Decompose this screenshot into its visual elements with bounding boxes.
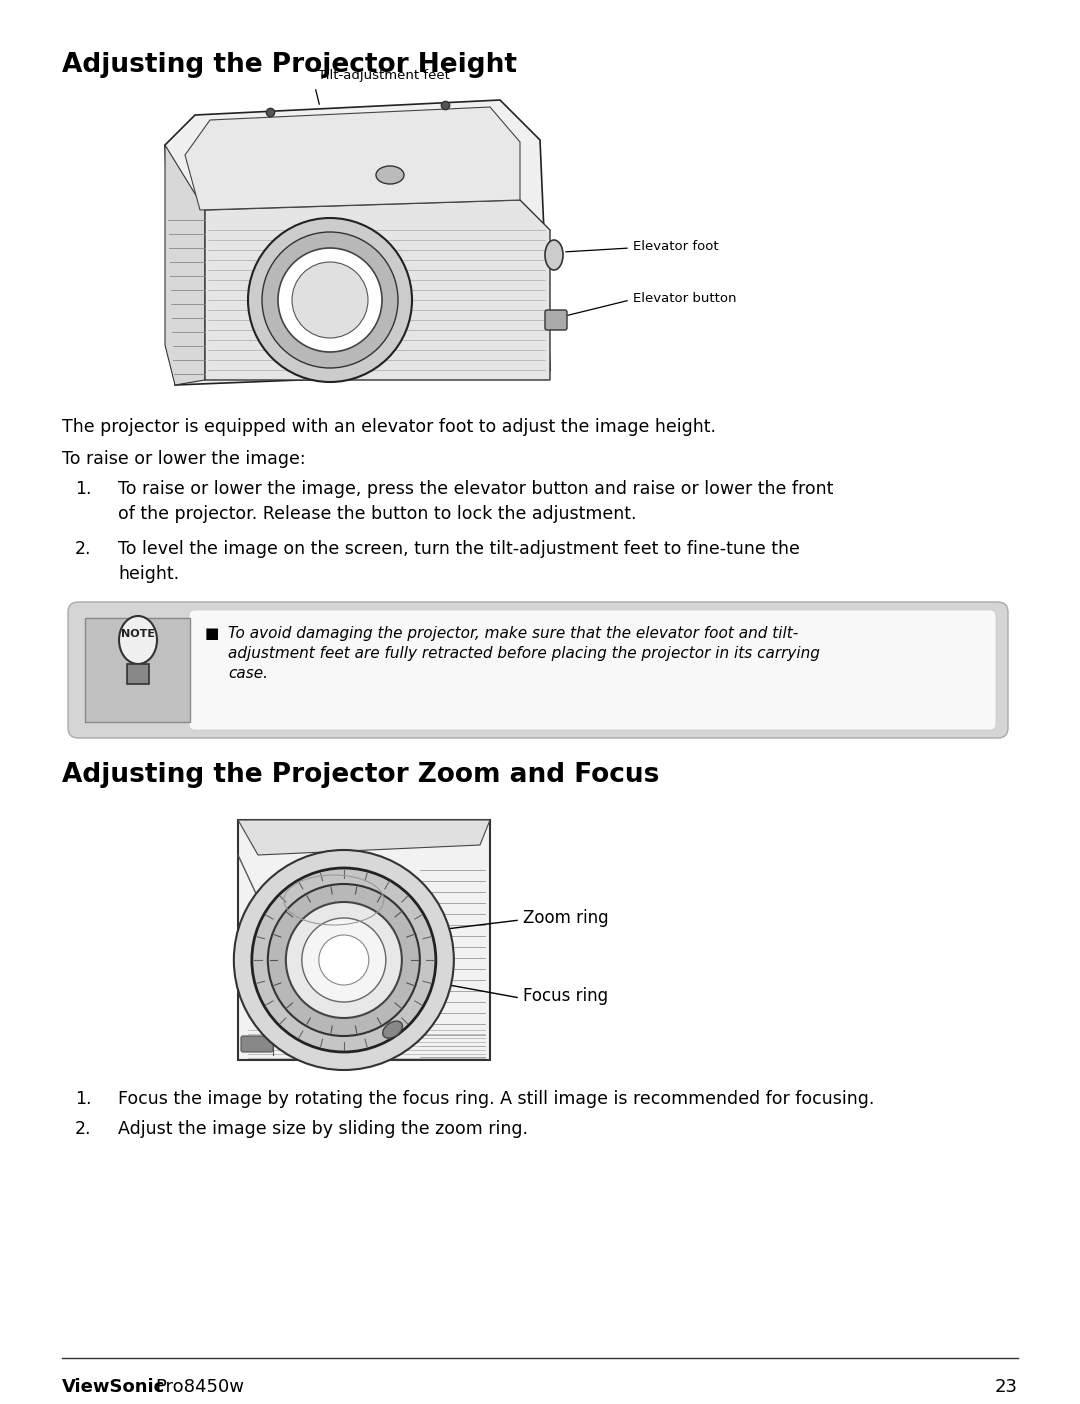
Text: Adjusting the Projector Height: Adjusting the Projector Height	[62, 52, 517, 79]
Text: 1.: 1.	[75, 1090, 92, 1108]
Polygon shape	[165, 100, 550, 385]
Text: 1.: 1.	[75, 480, 92, 498]
Circle shape	[268, 885, 420, 1036]
Text: Focus ring: Focus ring	[523, 987, 608, 1005]
FancyBboxPatch shape	[238, 820, 490, 1060]
FancyBboxPatch shape	[127, 664, 149, 684]
Circle shape	[234, 849, 454, 1070]
Text: NOTE: NOTE	[121, 629, 156, 639]
Text: ■: ■	[205, 626, 219, 642]
Circle shape	[248, 218, 411, 382]
Text: To raise or lower the image:: To raise or lower the image:	[62, 451, 306, 468]
Text: Zoom ring: Zoom ring	[523, 908, 609, 927]
Text: Elevator button: Elevator button	[633, 292, 737, 305]
Polygon shape	[165, 145, 205, 385]
Text: Adjust the image size by sliding the zoom ring.: Adjust the image size by sliding the zoo…	[118, 1120, 528, 1139]
Text: To avoid damaging the projector, make sure that the elevator foot and tilt-
adju: To avoid damaging the projector, make su…	[228, 626, 820, 681]
Text: 23: 23	[995, 1377, 1018, 1396]
Polygon shape	[185, 107, 519, 211]
Ellipse shape	[119, 616, 157, 664]
Text: Tilt-adjustment feet: Tilt-adjustment feet	[318, 69, 450, 81]
Ellipse shape	[545, 240, 563, 270]
Text: To level the image on the screen, turn the tilt-adjustment feet to fine-tune the: To level the image on the screen, turn t…	[118, 541, 800, 583]
Polygon shape	[238, 820, 490, 855]
Text: To raise or lower the image, press the elevator button and raise or lower the fr: To raise or lower the image, press the e…	[118, 480, 834, 524]
Text: ViewSonic: ViewSonic	[62, 1377, 165, 1396]
Circle shape	[262, 232, 399, 368]
Text: The projector is equipped with an elevator foot to adjust the image height.: The projector is equipped with an elevat…	[62, 418, 716, 437]
FancyBboxPatch shape	[545, 310, 567, 330]
Polygon shape	[205, 199, 550, 380]
Circle shape	[292, 263, 368, 338]
Circle shape	[319, 935, 369, 986]
Text: Pro8450w: Pro8450w	[156, 1377, 244, 1396]
Circle shape	[278, 249, 382, 352]
FancyBboxPatch shape	[85, 618, 190, 722]
Text: Adjusting the Projector Zoom and Focus: Adjusting the Projector Zoom and Focus	[62, 762, 660, 788]
Circle shape	[252, 868, 436, 1052]
Text: Elevator foot: Elevator foot	[633, 240, 718, 253]
FancyBboxPatch shape	[68, 602, 1008, 739]
Ellipse shape	[382, 1021, 403, 1038]
FancyBboxPatch shape	[189, 609, 996, 730]
Circle shape	[286, 901, 402, 1018]
Text: 2.: 2.	[75, 541, 92, 557]
Ellipse shape	[376, 166, 404, 184]
Text: 2.: 2.	[75, 1120, 92, 1139]
FancyBboxPatch shape	[241, 1036, 273, 1052]
Text: Focus the image by rotating the focus ring. A still image is recommended for foc: Focus the image by rotating the focus ri…	[118, 1090, 875, 1108]
Circle shape	[301, 918, 386, 1002]
